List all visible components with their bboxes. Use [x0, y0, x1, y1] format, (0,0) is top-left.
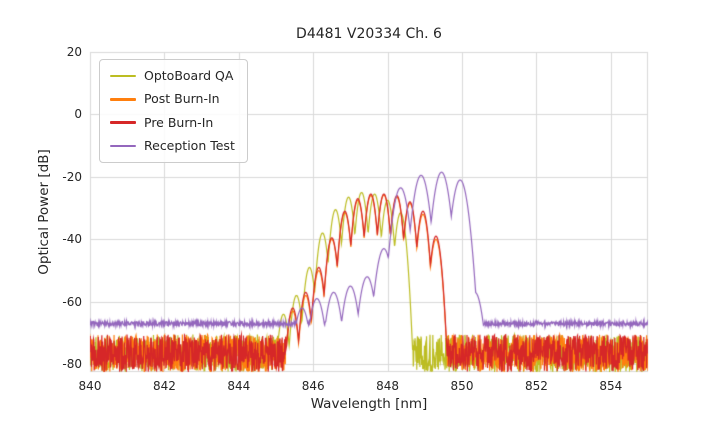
legend-item: Post Burn-In	[110, 91, 235, 107]
legend-line-swatch	[110, 121, 136, 124]
legend: OptoBoard QA Post Burn-In Pre Burn-In Recep…	[99, 59, 248, 163]
y-tick-label: -20	[62, 169, 82, 184]
x-tick-label: 840	[78, 379, 102, 393]
legend-item: Pre Burn-In	[110, 115, 235, 131]
x-tick-label: 842	[152, 379, 176, 393]
legend-label: Post Burn-In	[144, 91, 220, 107]
legend-label: OptoBoard QA	[144, 68, 234, 83]
legend-item: Reception Test	[110, 138, 235, 154]
legend-line-swatch	[110, 74, 136, 78]
y-tick-label: -40	[62, 232, 82, 247]
y-axis-label: Optical Power [dB]	[36, 149, 52, 275]
y-tick-label: 0	[74, 107, 82, 122]
legend-line-swatch	[110, 144, 136, 148]
legend-item: OptoBoard QA	[110, 68, 235, 84]
y-tick-label: 20	[66, 45, 82, 59]
x-tick-label: 844	[227, 379, 251, 393]
y-tick-label: -80	[62, 357, 82, 372]
x-axis-label: Wavelength [nm]	[310, 396, 428, 412]
x-tick-label: 848	[376, 379, 400, 393]
y-tick-label: -60	[62, 294, 82, 309]
legend-label: Pre Burn-In	[144, 114, 214, 130]
x-tick-label: 846	[301, 379, 325, 393]
x-tick-label: 854	[599, 379, 623, 393]
legend-line-swatch	[110, 98, 136, 101]
x-tick-label: 850	[450, 379, 474, 393]
x-tick-label: 852	[524, 379, 548, 393]
chart-title: D4481 V20334 Ch. 6	[296, 26, 442, 42]
legend-label: Reception Test	[144, 137, 235, 153]
